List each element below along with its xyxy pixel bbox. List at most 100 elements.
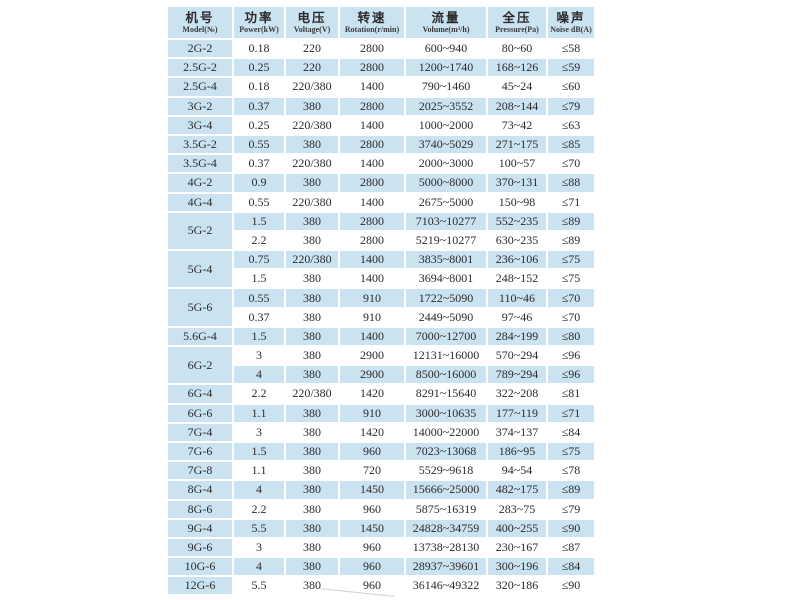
value-cell-pressure: 80~60 [488, 40, 546, 58]
column-header-en: Rotation(r/min) [344, 24, 400, 34]
value-cell-voltage: 220/380 [286, 116, 338, 134]
value-cell-pressure: 110~46 [488, 289, 546, 307]
value-cell-power: 0.37 [234, 308, 284, 326]
column-header-zh: 机号 [185, 10, 215, 25]
value-cell-power: 2.2 [234, 500, 284, 518]
model-cell: 8G-6 [168, 500, 232, 518]
value-cell-noise: ≤60 [548, 78, 594, 96]
table-row: 1.5 380 1400 3694~8001 248~152 ≤75 [168, 270, 594, 288]
value-cell-volume: 1200~1740 [406, 59, 486, 77]
value-cell-voltage: 380 [286, 212, 338, 230]
value-cell-voltage: 220/380 [286, 385, 338, 403]
value-cell-volume: 7000~12700 [406, 327, 486, 345]
value-cell-volume: 3835~8001 [406, 251, 486, 269]
value-cell-rotation: 960 [340, 558, 404, 576]
value-cell-noise: ≤84 [548, 558, 594, 576]
table-row: 5.6G-4 1.5 380 1400 7000~12700 284~199 ≤80 [168, 327, 594, 345]
model-cell: 4G-2 [168, 174, 232, 192]
table-row: 5G-2 1.5 380 2800 7103~10277 552~235 ≤89 [168, 212, 594, 250]
value-cell-power: 1.5 [234, 327, 284, 345]
column-header-en: Power(kW) [239, 24, 279, 34]
value-cell-voltage: 380 [286, 327, 338, 345]
value-cell-power: 4 [234, 366, 284, 384]
value-cell-volume: 7023~13068 [406, 442, 486, 461]
table-row: 9G-4 5.5 380 1450 24828~34759 400~255 ≤90 [168, 519, 594, 537]
column-header-en: Model(№) [182, 24, 218, 34]
value-cell-pressure: 789~294 [488, 366, 546, 384]
value-cell-volume: 24828~34759 [406, 519, 486, 537]
value-cell-voltage: 380 [286, 481, 338, 499]
value-cell-noise: ≤87 [548, 538, 594, 557]
table-row: 7G-4 3 380 1420 14000~22000 374~137 ≤84 [168, 423, 594, 441]
value-cell-rotation: 2800 [340, 212, 404, 230]
value-cell-voltage: 380 [286, 308, 338, 326]
value-cell-volume: 8500~16000 [406, 366, 486, 384]
value-cell-power: 0.55 [234, 193, 284, 211]
value-cell-rotation: 2800 [340, 135, 404, 154]
value-cell-voltage: 380 [286, 174, 338, 192]
value-cell-power: 2.2 [234, 231, 284, 250]
value-cell-noise: ≤80 [548, 327, 594, 345]
table-row: 2.5G-4 0.18 220/380 1400 790~1460 45~24 ≤60 [168, 78, 594, 96]
model-cell: 3G-4 [168, 116, 232, 134]
value-cell-volume: 790~1460 [406, 78, 486, 96]
value-cell-voltage: 380 [286, 270, 338, 288]
value-cell-rotation: 960 [340, 538, 404, 557]
column-header-zh: 流量 [431, 10, 461, 25]
value-cell-rotation: 1400 [340, 270, 404, 288]
value-cell-power: 0.55 [234, 135, 284, 154]
column-header-zh: 功率 [244, 10, 274, 25]
value-cell-pressure: 94~54 [488, 462, 546, 480]
value-cell-voltage: 220/380 [286, 251, 338, 269]
column-header-model: 机号 Model(№) [168, 7, 232, 38]
value-cell-noise: ≤79 [548, 97, 594, 115]
value-cell-pressure: 97~46 [488, 308, 546, 326]
table-row: 10G-6 4 380 960 28937~39601 300~196 ≤84 [168, 558, 594, 576]
value-cell-power: 0.25 [234, 116, 284, 134]
value-cell-noise: ≤75 [548, 251, 594, 269]
model-cell: 6G-2 [168, 347, 232, 384]
value-cell-pressure: 230~167 [488, 538, 546, 557]
value-cell-power: 0.9 [234, 174, 284, 192]
column-header-en: Volume(m³/h) [422, 24, 470, 34]
column-header-zh: 电压 [297, 10, 327, 25]
value-cell-rotation: 1400 [340, 251, 404, 269]
value-cell-pressure: 322~208 [488, 385, 546, 403]
spec-table: 机号 Model(№) 功率 Power(kW) 电压 Voltage(V) 转速 Rotat… [166, 5, 596, 597]
value-cell-rotation: 960 [340, 442, 404, 461]
value-cell-volume: 5875~16319 [406, 500, 486, 518]
column-header-power: 功率 Power(kW) [234, 7, 284, 38]
value-cell-pressure: 400~255 [488, 519, 546, 537]
value-cell-pressure: 100~57 [488, 155, 546, 173]
value-cell-rotation: 960 [340, 500, 404, 518]
value-cell-volume: 36146~49322 [406, 577, 486, 595]
table-row: 6G-4 2.2 220/380 1420 8291~15640 322~208 ≤81 [168, 385, 594, 403]
value-cell-pressure: 177~119 [488, 404, 546, 422]
value-cell-noise: ≤89 [548, 212, 594, 230]
value-cell-power: 0.75 [234, 251, 284, 269]
value-cell-voltage: 380 [286, 538, 338, 557]
table-row: 5G-4 0.75 220/380 1400 3835~8001 236~106 ≤75 [168, 251, 594, 288]
value-cell-power: 3 [234, 423, 284, 441]
value-cell-pressure: 73~42 [488, 116, 546, 134]
value-cell-pressure: 552~235 [488, 212, 546, 230]
table-body: 2G-2 0.18 220 2800 600~940 80~60 ≤58 2.5G-2 0.25… [168, 40, 594, 595]
value-cell-power: 1.1 [234, 404, 284, 422]
value-cell-noise: ≤63 [548, 116, 594, 134]
table-row: 6G-6 1.1 380 910 3000~10635 177~119 ≤71 [168, 404, 594, 422]
value-cell-volume: 5529~9618 [406, 462, 486, 480]
value-cell-voltage: 380 [286, 231, 338, 250]
model-cell: 7G-6 [168, 442, 232, 461]
value-cell-rotation: 2800 [340, 59, 404, 77]
value-cell-noise: ≤90 [548, 577, 594, 595]
value-cell-noise: ≤89 [548, 481, 594, 499]
value-cell-volume: 28937~39601 [406, 558, 486, 576]
value-cell-pressure: 300~196 [488, 558, 546, 576]
value-cell-volume: 13738~28130 [406, 538, 486, 557]
value-cell-power: 4 [234, 481, 284, 499]
value-cell-pressure: 284~199 [488, 327, 546, 345]
value-cell-noise: ≤59 [548, 59, 594, 77]
value-cell-pressure: 283~75 [488, 500, 546, 518]
value-cell-pressure: 271~175 [488, 135, 546, 154]
value-cell-rotation: 2900 [340, 366, 404, 384]
